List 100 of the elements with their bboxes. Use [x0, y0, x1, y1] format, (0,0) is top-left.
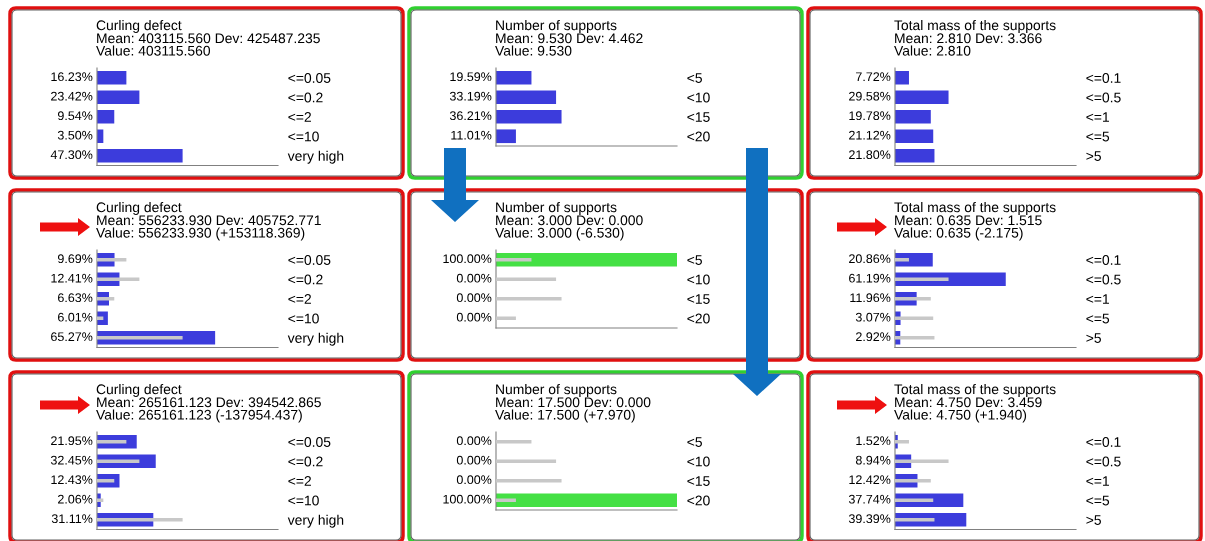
bar [496, 70, 532, 85]
y-tick-label: <=10 [288, 131, 319, 142]
data-label: 12.43% [51, 475, 93, 485]
data-label: 31.11% [51, 514, 93, 524]
chart-title: Total mass of the supports [894, 384, 1056, 397]
data-label: 3.07% [855, 312, 891, 322]
bar [97, 90, 140, 105]
bar [496, 258, 532, 262]
chart-subtitle: Mean: 3.000 Dev: 0.000 Value: 3.000 (-6.530) [495, 215, 643, 241]
chart-subtitle: Mean: 265161.123 Dev: 394542.865 Value: 265161.123 (-137954.437) [96, 397, 321, 423]
y-tick-label: very high [287, 514, 344, 528]
bar [895, 498, 934, 503]
bar [496, 277, 557, 282]
bar [97, 148, 183, 163]
chart-subtitle: Mean: 556233.930 Dev: 405752.771 Value: 556233.930 (+153118.369) [96, 215, 321, 241]
bar [97, 70, 127, 85]
bar [97, 297, 115, 301]
data-label: 9.54% [57, 111, 93, 121]
bar [895, 148, 935, 163]
y-tick-label: <15 [687, 112, 710, 122]
data-label: 0.00% [456, 273, 492, 283]
y-tick-label: <=0.5 [1086, 456, 1121, 467]
bar [496, 109, 562, 124]
chart-subtitle: Mean: 0.635 Dev: 1.515 Value: 0.635 (-2.175) [894, 215, 1042, 241]
y-tick-label: <15 [687, 476, 710, 486]
bar [97, 459, 140, 464]
data-label: 100.00% [443, 494, 492, 504]
y-tick-label: <15 [687, 294, 710, 304]
bar [895, 70, 909, 85]
bar [895, 90, 949, 105]
bar [97, 109, 115, 124]
chart-title: Total mass of the supports [894, 20, 1056, 33]
y-tick-label: <=0.5 [1086, 274, 1121, 285]
y-tick-label: <5 [687, 255, 702, 265]
data-label: 1.52% [856, 436, 891, 446]
data-label: 12.42% [849, 475, 891, 485]
chart-subtitle: Mean: 4.750 Dev: 3.459 Value: 4.750 (+1.940) [894, 397, 1042, 423]
data-label: 8.94% [855, 455, 891, 465]
bar [496, 440, 532, 444]
y-tick-label: <20 [687, 131, 710, 142]
y-tick-label: <=0.1 [1086, 437, 1121, 447]
bar [97, 336, 183, 340]
y-tick-label: <=1 [1086, 294, 1109, 304]
y-tick-label: <=5 [1086, 131, 1110, 142]
y-tick-label: <10 [687, 456, 710, 467]
chart-title: Curling defect [96, 202, 182, 215]
chart-subtitle: Mean: 2.810 Dev: 3.366 Value: 2.810 [894, 33, 1042, 56]
data-label: 0.00% [456, 436, 492, 446]
data-label: 12.41% [51, 273, 93, 283]
chart-title: Curling defect [96, 384, 182, 397]
data-label: 11.01% [451, 130, 492, 140]
y-tick-label: >5 [1086, 515, 1101, 525]
data-label: 2.92% [856, 332, 891, 342]
y-tick-label: very high [287, 150, 344, 164]
chart-title: Total mass of the supports [894, 202, 1056, 215]
bar [895, 479, 931, 483]
bar [895, 336, 935, 340]
data-label: 29.58% [849, 91, 891, 101]
bar [496, 90, 557, 105]
y-tick-label: <=0.05 [288, 255, 331, 265]
y-tick-label: <=0.05 [288, 437, 331, 447]
data-label: 37.74% [848, 494, 891, 504]
data-label: 20.86% [849, 254, 891, 264]
data-label: 21.95% [51, 436, 93, 446]
chart-subtitle: Mean: 403115.560 Dev: 425487.235 Value: 403115.560 [96, 33, 320, 56]
y-tick-label: <=0.2 [288, 92, 323, 103]
y-tick-label: <=10 [288, 495, 319, 506]
y-tick-label: <10 [687, 274, 710, 285]
bar [895, 518, 935, 522]
data-label: 36.21% [449, 111, 492, 121]
data-label: 2.06% [58, 494, 93, 504]
chart-title: Number of supports [496, 202, 617, 215]
data-label: 6.63% [58, 293, 93, 303]
data-label: 3.50% [57, 130, 93, 140]
data-label: 19.78% [849, 111, 891, 121]
data-label: 32.45% [50, 455, 93, 465]
bar [97, 258, 127, 262]
y-tick-label: <20 [687, 313, 710, 324]
bar [895, 459, 949, 464]
y-tick-label: <=0.5 [1086, 92, 1121, 103]
y-tick-label: <=0.2 [288, 274, 323, 285]
data-label: 0.00% [456, 312, 492, 322]
data-label: 0.00% [456, 455, 492, 465]
y-tick-label: <=1 [1086, 476, 1109, 486]
chart-title: Curling defect [96, 20, 182, 33]
bar [496, 252, 677, 267]
y-tick-label: <=0.1 [1086, 255, 1121, 265]
bar [895, 316, 934, 321]
y-tick-label: <20 [687, 495, 710, 506]
data-label: 7.72% [856, 72, 891, 82]
data-label: 33.19% [449, 91, 492, 101]
y-tick-label: <=0.1 [1086, 73, 1121, 83]
bar [97, 277, 140, 282]
y-tick-label: <=10 [288, 313, 319, 324]
data-label: 47.30% [50, 150, 93, 160]
y-tick-label: <=1 [1086, 112, 1109, 122]
bar [895, 440, 909, 444]
data-label: 21.12% [849, 130, 891, 140]
data-label: 65.27% [51, 332, 93, 342]
y-tick-label: <10 [687, 92, 710, 103]
